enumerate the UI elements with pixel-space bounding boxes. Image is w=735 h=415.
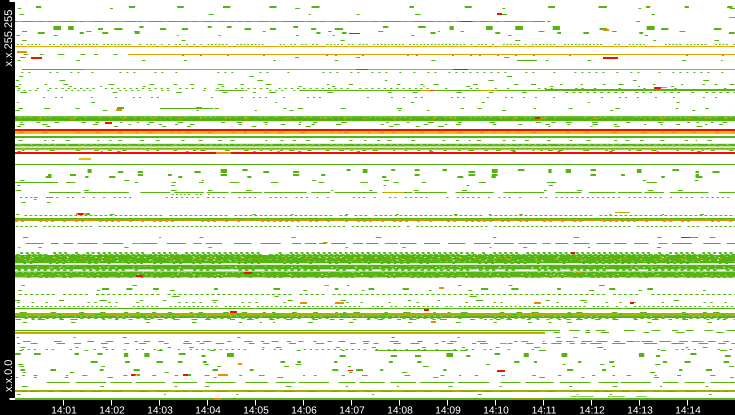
svg-text:x.x.0.0: x.x.0.0 xyxy=(3,360,15,392)
svg-text:x.x.255.255: x.x.255.255 xyxy=(3,10,15,67)
svg-text:14:09: 14:09 xyxy=(435,406,461,415)
svg-text:14:02: 14:02 xyxy=(99,406,125,415)
svg-text:14:12: 14:12 xyxy=(579,406,605,415)
svg-text:14:10: 14:10 xyxy=(483,406,509,415)
svg-text:14:03: 14:03 xyxy=(147,406,173,415)
svg-text:14:06: 14:06 xyxy=(291,406,317,415)
svg-text:14:01: 14:01 xyxy=(51,406,77,415)
svg-text:14:13: 14:13 xyxy=(627,406,653,415)
svg-text:14:08: 14:08 xyxy=(387,406,413,415)
svg-text:14:11: 14:11 xyxy=(532,406,557,415)
svg-text:14:05: 14:05 xyxy=(243,406,269,415)
svg-text:14:14: 14:14 xyxy=(675,406,701,415)
svg-text:14:04: 14:04 xyxy=(195,406,221,415)
svg-text:14:07: 14:07 xyxy=(339,406,365,415)
